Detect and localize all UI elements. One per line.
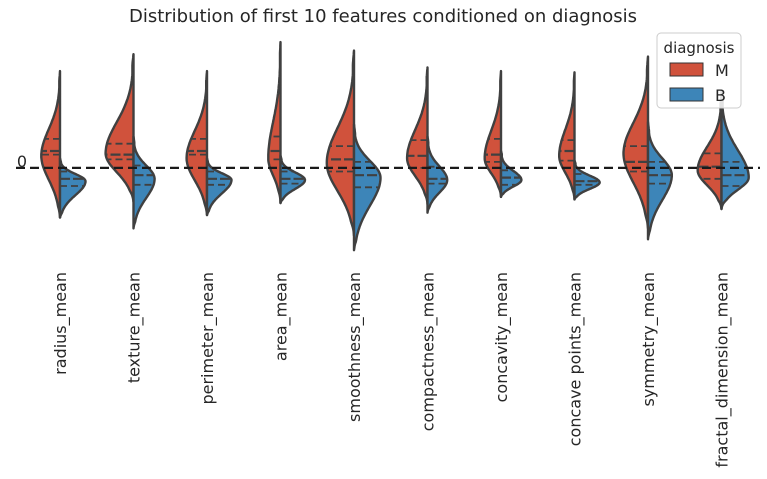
legend-label-m: M (715, 61, 729, 80)
violin-half-b-fractal_dimension_mean (720, 89, 750, 211)
legend-title: diagnosis (664, 39, 735, 57)
legend-swatch-b (669, 87, 704, 102)
x-tick-label: symmetry_mean (639, 272, 659, 407)
violin-half-b-perimeter_mean (205, 157, 233, 217)
legend-swatch-m (669, 62, 704, 77)
violin-half-m-texture_mean (104, 53, 135, 203)
violin-half-b-compactness_mean (426, 135, 449, 214)
violin-half-m-fractal_dimension_mean (696, 94, 723, 211)
violin-compactness_mean (405, 66, 449, 214)
violin-half-b-concavity_mean (499, 149, 523, 199)
legend: diagnosis M B (656, 32, 742, 109)
violin-half-m-compactness_mean (405, 66, 429, 206)
violin-half-m-smoothness_mean (325, 49, 356, 237)
violin-concavity_mean (483, 69, 523, 199)
x-tick-label: fractal_dimension_mean (713, 272, 733, 468)
violin-half-m-perimeter_mean (185, 69, 209, 217)
violin-half-b-symmetry_mean (646, 120, 673, 241)
violin-half-m-concave-points_mean (558, 71, 576, 201)
x-tick-label: concave points_mean (566, 272, 586, 446)
violin-smoothness_mean (325, 49, 382, 252)
violin-texture_mean (104, 53, 156, 230)
x-tick-label: radius_mean (51, 272, 71, 375)
x-tick-label: compactness_mean (419, 272, 439, 431)
violin-perimeter_mean (185, 69, 233, 217)
violin-symmetry_mean (622, 55, 673, 241)
violin-half-m-radius_mean (40, 69, 62, 219)
y-tick-label: 0 (17, 152, 27, 171)
violin-half-b-texture_mean (132, 135, 156, 230)
violins-layer (40, 40, 750, 252)
violin-radius_mean (40, 69, 87, 219)
violin-area_mean (267, 40, 307, 205)
chart-title: Distribution of first 10 features condit… (129, 6, 637, 27)
x-tick-label: perimeter_mean (198, 272, 218, 405)
x-tick-label: smoothness_mean (345, 272, 365, 422)
x-tick-label: concavity_mean (492, 272, 512, 402)
violin-half-b-concave-points_mean (573, 159, 601, 201)
x-tick-label: texture_mean (125, 272, 145, 383)
violin-concave-points_mean (558, 71, 601, 201)
violin-half-m-concavity_mean (483, 69, 503, 199)
violin-half-m-area_mean (267, 40, 282, 205)
violin-fractal_dimension_mean (696, 89, 750, 211)
x-tick-label: area_mean (272, 272, 292, 361)
legend-label-b: B (715, 86, 726, 105)
violin-half-m-symmetry_mean (622, 55, 650, 230)
x-tick-labels: radius_mean texture_mean perimeter_mean are… (51, 272, 733, 468)
